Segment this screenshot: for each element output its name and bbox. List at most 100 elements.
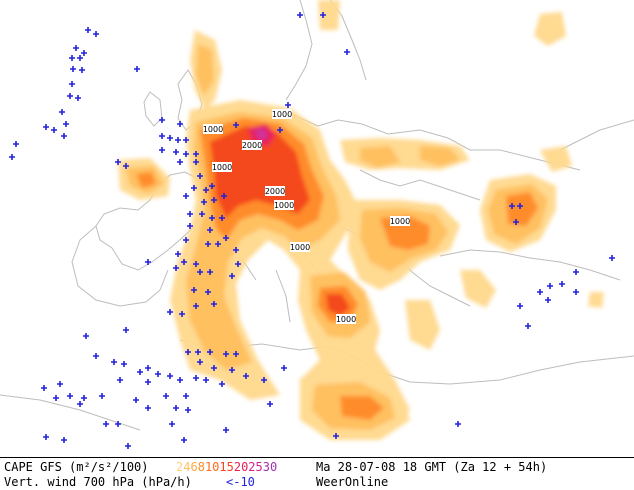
wind-marker-plus-icon bbox=[183, 393, 189, 399]
wind-marker-plus-icon bbox=[13, 141, 19, 147]
wind-marker-plus-icon bbox=[41, 385, 47, 391]
legend-cape-level: 20 bbox=[233, 460, 249, 474]
wind-marker-plus-icon bbox=[123, 327, 129, 333]
wind-marker-plus-icon bbox=[79, 67, 85, 73]
wind-marker-plus-icon bbox=[193, 303, 199, 309]
wind-marker-plus-icon bbox=[159, 147, 165, 153]
wind-marker-plus-icon bbox=[211, 301, 217, 307]
wind-marker-plus-icon bbox=[573, 289, 579, 295]
wind-marker-plus-icon bbox=[193, 261, 199, 267]
wind-marker-plus-icon bbox=[281, 365, 287, 371]
contour-label-text: 1000 bbox=[390, 217, 410, 226]
wind-marker-plus-icon bbox=[191, 185, 197, 191]
wind-marker-plus-icon bbox=[559, 281, 565, 287]
wind-marker-plus-icon bbox=[43, 124, 49, 130]
wind-marker-plus-icon bbox=[223, 427, 229, 433]
wind-marker-plus-icon bbox=[235, 261, 241, 267]
wind-marker-plus-icon bbox=[517, 203, 523, 209]
wind-marker-plus-icon bbox=[233, 351, 239, 357]
legend-wind-threshold: <-10 bbox=[226, 475, 255, 489]
wind-marker-plus-icon bbox=[59, 109, 65, 115]
wind-marker-plus-icon bbox=[207, 349, 213, 355]
legend-cape-level: 30 bbox=[262, 460, 278, 474]
legend-cape-level: 15 bbox=[219, 460, 234, 474]
cape-level-25 bbox=[254, 128, 268, 142]
wind-marker-plus-icon bbox=[193, 151, 199, 157]
legend-cape-level: 8 bbox=[197, 460, 205, 474]
wind-marker-plus-icon bbox=[167, 373, 173, 379]
wind-marker-plus-icon bbox=[159, 133, 165, 139]
wind-marker-plus-icon bbox=[155, 371, 161, 377]
wind-marker-plus-icon bbox=[219, 215, 225, 221]
wind-marker-plus-icon bbox=[233, 247, 239, 253]
wind-marker-plus-icon bbox=[77, 55, 83, 61]
legend-cape-level: 6 bbox=[190, 460, 198, 474]
wind-marker-plus-icon bbox=[163, 393, 169, 399]
contour-label-text: 1000 bbox=[336, 315, 356, 324]
wind-marker-plus-icon bbox=[145, 365, 151, 371]
wind-marker-plus-icon bbox=[209, 183, 215, 189]
wind-marker-plus-icon bbox=[573, 269, 579, 275]
wind-marker-plus-icon bbox=[205, 289, 211, 295]
wind-marker-plus-icon bbox=[145, 405, 151, 411]
cape-map: 1000 1000 2000 1000 2000 1000 1000 1000 1000 bbox=[0, 0, 634, 449]
legend-cape-levels: 24681015202530 bbox=[176, 460, 277, 474]
wind-marker-plus-icon bbox=[73, 45, 79, 51]
contour-label: 2000 bbox=[265, 186, 285, 196]
wind-marker-plus-icon bbox=[219, 381, 225, 387]
wind-marker-plus-icon bbox=[191, 287, 197, 293]
contour-label: 2000 bbox=[242, 140, 262, 150]
wind-marker-plus-icon bbox=[207, 227, 213, 233]
wind-marker-plus-icon bbox=[177, 121, 183, 127]
wind-marker-plus-icon bbox=[159, 117, 165, 123]
wind-marker-plus-icon bbox=[183, 151, 189, 157]
wind-marker-plus-icon bbox=[277, 127, 283, 133]
wind-marker-plus-icon bbox=[179, 311, 185, 317]
wind-marker-plus-icon bbox=[175, 137, 181, 143]
wind-marker-plus-icon bbox=[344, 49, 350, 55]
legend-wind-title: Vert. wind 700 hPa (hPa/h) bbox=[4, 475, 192, 489]
wind-marker-plus-icon bbox=[197, 359, 203, 365]
wind-marker-plus-icon bbox=[103, 421, 109, 427]
wind-marker-plus-icon bbox=[261, 377, 267, 383]
wind-marker-plus-icon bbox=[547, 283, 553, 289]
vertical-wind-markers bbox=[9, 12, 615, 449]
legend-cape-level: 2 bbox=[176, 460, 184, 474]
wind-marker-plus-icon bbox=[173, 265, 179, 271]
contour-label-text: 2000 bbox=[265, 187, 285, 196]
contour-label-text: 2000 bbox=[242, 141, 262, 150]
wind-marker-plus-icon bbox=[183, 193, 189, 199]
wind-marker-plus-icon bbox=[175, 251, 181, 257]
wind-marker-plus-icon bbox=[243, 373, 249, 379]
wind-marker-plus-icon bbox=[517, 303, 523, 309]
wind-marker-plus-icon bbox=[185, 349, 191, 355]
wind-marker-plus-icon bbox=[69, 81, 75, 87]
wind-marker-plus-icon bbox=[285, 102, 291, 108]
wind-marker-plus-icon bbox=[221, 193, 227, 199]
contour-label: 1000 bbox=[336, 314, 356, 324]
wind-marker-plus-icon bbox=[134, 66, 140, 72]
wind-marker-plus-icon bbox=[229, 367, 235, 373]
wind-marker-plus-icon bbox=[85, 27, 91, 33]
wind-marker-plus-icon bbox=[455, 421, 461, 427]
wind-marker-plus-icon bbox=[67, 393, 73, 399]
wind-marker-plus-icon bbox=[167, 309, 173, 315]
wind-marker-plus-icon bbox=[333, 433, 339, 439]
wind-marker-plus-icon bbox=[211, 365, 217, 371]
contour-label: 1000 bbox=[274, 200, 294, 210]
wind-marker-plus-icon bbox=[169, 421, 175, 427]
legend-bar: CAPE GFS (m²/s²/100) 24681015202530 Ma 2… bbox=[0, 457, 634, 490]
wind-marker-plus-icon bbox=[111, 359, 117, 365]
contour-label: 1000 bbox=[290, 242, 310, 252]
wind-marker-plus-icon bbox=[115, 421, 121, 427]
wind-marker-plus-icon bbox=[197, 173, 203, 179]
wind-marker-plus-icon bbox=[61, 133, 67, 139]
wind-marker-plus-icon bbox=[173, 149, 179, 155]
wind-marker-plus-icon bbox=[297, 12, 303, 18]
wind-marker-plus-icon bbox=[93, 353, 99, 359]
wind-marker-plus-icon bbox=[43, 434, 49, 440]
contour-labels: 1000 1000 2000 1000 2000 1000 1000 1000 1000 bbox=[203, 109, 410, 324]
contour-label: 1000 bbox=[203, 124, 223, 134]
wind-marker-plus-icon bbox=[63, 121, 69, 127]
wind-marker-plus-icon bbox=[513, 219, 519, 225]
